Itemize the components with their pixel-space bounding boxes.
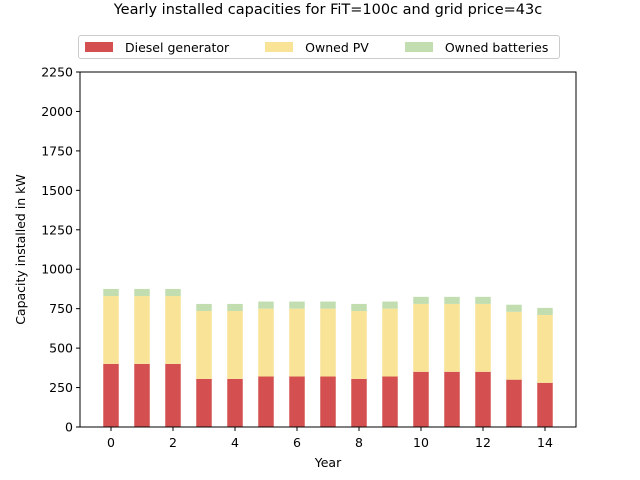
bar-owned-pv-year-0 <box>103 296 119 364</box>
bar-owned-pv-year-14 <box>537 314 553 383</box>
bar-owned-pv-year-9 <box>382 308 398 377</box>
legend-item-diesel-generator: Diesel generator <box>79 40 259 55</box>
bar-diesel-generator-year-12 <box>475 371 491 427</box>
bar-owned-pv-year-3 <box>196 311 212 379</box>
legend-swatch-owned-pv <box>265 42 294 52</box>
x-tick-label: 6 <box>293 435 301 450</box>
x-tick-label: 8 <box>355 435 363 450</box>
bar-owned-batteries-year-11 <box>444 296 460 304</box>
bar-diesel-generator-year-0 <box>103 363 119 427</box>
bar-diesel-generator-year-7 <box>320 376 336 427</box>
bar-owned-pv-year-10 <box>413 303 429 372</box>
legend-swatch-owned-batteries <box>404 42 433 52</box>
bar-owned-batteries-year-12 <box>475 296 491 304</box>
x-tick-label: 12 <box>475 435 491 450</box>
bar-owned-pv-year-4 <box>227 311 243 379</box>
bar-diesel-generator-year-14 <box>537 382 553 427</box>
legend: Diesel generator Owned PV Owned batterie… <box>78 35 560 59</box>
x-tick-label: 2 <box>169 435 177 450</box>
y-tick-label: 1500 <box>41 183 73 198</box>
bar-owned-batteries-year-8 <box>351 303 367 312</box>
bar-owned-batteries-year-3 <box>196 303 212 312</box>
bar-diesel-generator-year-4 <box>227 378 243 427</box>
bars-group <box>103 288 553 427</box>
legend-item-owned-batteries: Owned batteries <box>399 39 549 55</box>
bar-diesel-generator-year-10 <box>413 371 429 427</box>
bar-diesel-generator-year-8 <box>351 378 367 427</box>
bar-diesel-generator-year-5 <box>258 376 274 427</box>
bar-owned-batteries-year-2 <box>165 288 181 297</box>
y-tick-label: 1750 <box>41 143 73 158</box>
bar-owned-pv-year-5 <box>258 308 274 377</box>
y-tick-label: 500 <box>49 341 73 356</box>
bar-owned-pv-year-11 <box>444 303 460 372</box>
bar-owned-batteries-year-13 <box>506 304 522 312</box>
bar-owned-batteries-year-4 <box>227 303 243 312</box>
bar-owned-batteries-year-14 <box>537 307 553 315</box>
bar-owned-batteries-year-0 <box>103 288 119 297</box>
bar-owned-pv-year-8 <box>351 311 367 379</box>
bar-owned-batteries-year-10 <box>413 296 429 304</box>
x-tick-label: 4 <box>231 435 239 450</box>
y-tick-label: 1000 <box>41 262 73 277</box>
bar-owned-pv-year-7 <box>320 308 336 377</box>
legend-label-owned-pv: Owned PV <box>305 39 369 55</box>
bar-owned-batteries-year-5 <box>258 301 274 309</box>
bar-diesel-generator-year-9 <box>382 376 398 427</box>
bar-diesel-generator-year-1 <box>134 363 150 427</box>
x-axis-label: Year <box>314 455 342 470</box>
bar-owned-pv-year-6 <box>289 308 305 377</box>
y-axis: 0 250 500 750 1000 1250 1500 1750 2000 2250 <box>41 65 80 435</box>
bar-owned-pv-year-12 <box>475 303 491 372</box>
bar-diesel-generator-year-13 <box>506 379 522 427</box>
bar-diesel-generator-year-6 <box>289 376 305 427</box>
legend-item-owned-pv: Owned PV <box>259 40 399 55</box>
bar-diesel-generator-year-11 <box>444 371 460 427</box>
bar-owned-batteries-year-6 <box>289 301 305 309</box>
legend-swatch-diesel-generator <box>85 42 113 52</box>
y-tick-label: 2000 <box>41 104 73 119</box>
y-tick-label: 750 <box>49 301 73 316</box>
x-tick-label: 10 <box>413 435 429 450</box>
legend-label-diesel-generator: Diesel generator <box>125 39 230 55</box>
x-tick-label: 0 <box>107 435 115 450</box>
bar-owned-batteries-year-7 <box>320 301 336 309</box>
y-tick-label: 250 <box>49 380 73 395</box>
chart-title: Yearly installed capacities for FiT=100c… <box>113 2 543 18</box>
bar-diesel-generator-year-3 <box>196 378 212 427</box>
y-axis-label: Capacity installed in kW <box>13 174 28 325</box>
bar-owned-pv-year-13 <box>506 311 522 380</box>
bar-owned-batteries-year-1 <box>134 288 150 297</box>
y-tick-label: 0 <box>65 420 73 435</box>
y-tick-label: 1250 <box>41 222 73 237</box>
legend-label-owned-batteries: Owned batteries <box>444 39 549 55</box>
bar-owned-batteries-year-9 <box>382 301 398 309</box>
x-axis: 0 2 4 6 8 10 12 14 <box>107 427 553 450</box>
x-tick-label: 14 <box>537 435 553 450</box>
axes-frame <box>79 71 577 428</box>
bar-owned-pv-year-1 <box>134 296 150 364</box>
y-tick-label: 2250 <box>41 65 73 80</box>
bar-owned-pv-year-2 <box>165 296 181 364</box>
bar-diesel-generator-year-2 <box>165 363 181 427</box>
